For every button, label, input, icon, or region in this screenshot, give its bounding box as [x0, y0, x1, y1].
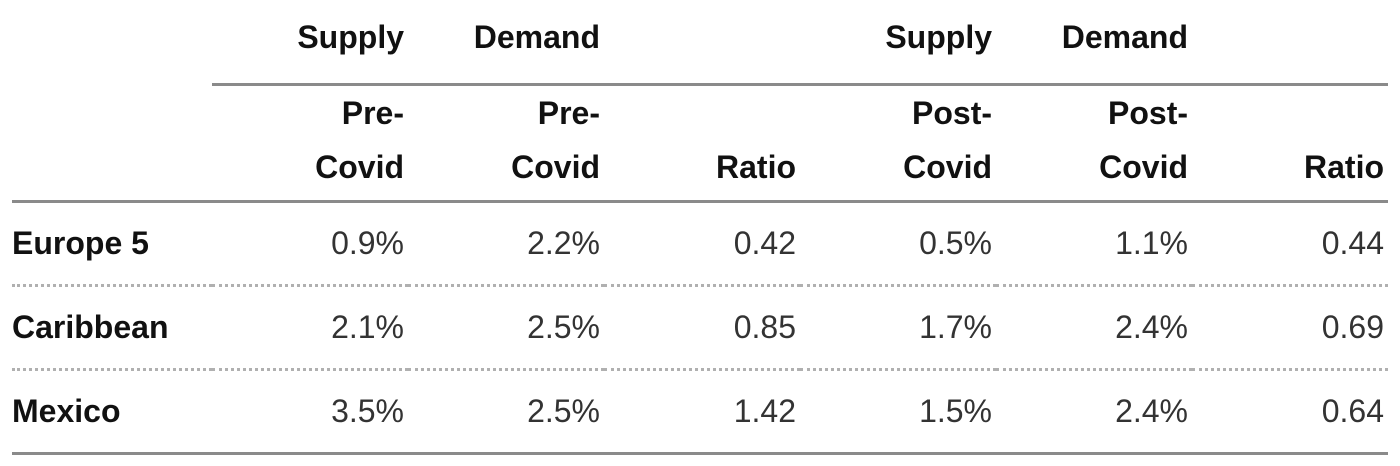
empty-cell [12, 0, 212, 84]
data-cell: 0.85 [604, 285, 800, 371]
column-header-cell: Pre-Covid [408, 84, 604, 203]
group-header: Demand [996, 0, 1192, 86]
column-header-cell: Ratio [1192, 84, 1388, 203]
header-group-row: Supply Demand Supply Demand [12, 0, 1388, 86]
column-header: Pre-Covid [511, 94, 600, 185]
data-cell: 1.1% [996, 201, 1192, 287]
data-cell: 1.5% [800, 369, 996, 455]
data-row: Caribbean 2.1% 2.5% 0.85 1.7% 2.4% 0.69 [12, 285, 1388, 371]
data-cell: 0.5% [800, 201, 996, 287]
data-cell: 1.42 [604, 369, 800, 455]
data-row: Mexico 3.5% 2.5% 1.42 1.5% 2.4% 0.64 [12, 369, 1388, 455]
data-table: Supply Demand Supply Demand Pre-Covid Pre… [12, 0, 1388, 455]
header-row: Pre-Covid Pre-Covid Ratio Post-Covid Post-Co… [12, 84, 1388, 203]
data-cell: 2.1% [212, 285, 408, 371]
group-header: Demand [408, 0, 604, 86]
data-cell: 0.42 [604, 201, 800, 287]
row-label: Mexico [12, 369, 212, 455]
empty-cell [12, 84, 212, 203]
group-header: Supply [212, 0, 408, 86]
data-cell: 1.7% [800, 285, 996, 371]
data-cell: 2.2% [408, 201, 604, 287]
data-cell: 0.44 [1192, 201, 1388, 287]
group-header: Supply [800, 0, 996, 86]
data-cell: 2.5% [408, 369, 604, 455]
data-cell: 0.9% [212, 201, 408, 287]
data-cell: 0.69 [1192, 285, 1388, 371]
row-label: Europe 5 [12, 201, 212, 287]
column-header-cell: Post-Covid [800, 84, 996, 203]
empty-cell [604, 0, 800, 86]
empty-cell [1192, 0, 1388, 86]
column-header: Pre-Covid [315, 94, 404, 185]
column-header: Ratio [1304, 148, 1384, 185]
data-cell: 2.5% [408, 285, 604, 371]
column-header: Post-Covid [1099, 94, 1188, 185]
column-header-cell: Pre-Covid [212, 84, 408, 203]
column-header: Ratio [716, 148, 796, 185]
data-cell: 2.4% [996, 285, 1192, 371]
data-cell: 2.4% [996, 369, 1192, 455]
data-cell: 3.5% [212, 369, 408, 455]
column-header-cell: Ratio [604, 84, 800, 203]
column-header: Post-Covid [903, 94, 992, 185]
row-label: Caribbean [12, 285, 212, 371]
column-header-cell: Post-Covid [996, 84, 1192, 203]
data-row: Europe 5 0.9% 2.2% 0.42 0.5% 1.1% 0.44 [12, 201, 1388, 287]
data-cell: 0.64 [1192, 369, 1388, 455]
